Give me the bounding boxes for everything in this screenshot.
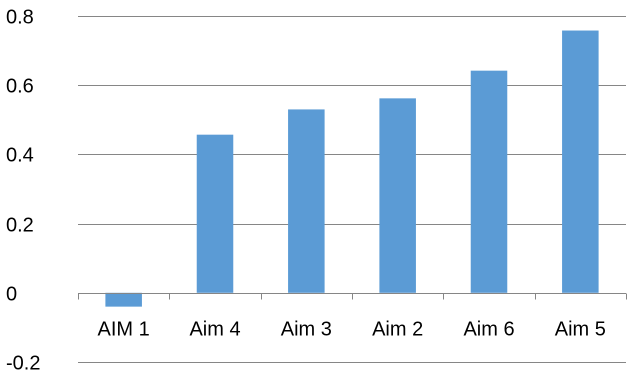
bar-aim-6 xyxy=(470,70,508,293)
bars xyxy=(105,30,599,307)
x-category-label: Aim 4 xyxy=(189,319,240,341)
y-tick-label: 0.6 xyxy=(6,76,34,98)
x-category-label: Aim 2 xyxy=(372,319,423,341)
bar-aim-3 xyxy=(288,109,325,293)
gridlines xyxy=(78,16,626,363)
y-tick-label: 0 xyxy=(6,284,17,306)
y-tick-label: -0.2 xyxy=(6,353,40,373)
y-tick-label: 0.2 xyxy=(6,215,34,237)
y-axis-tick-labels: -0.2 0 0.2 0.4 0.6 0.8 xyxy=(6,7,40,373)
bar-aim-4 xyxy=(196,134,234,293)
x-category-label: Aim 6 xyxy=(463,319,514,341)
x-category-label: AIM 1 xyxy=(98,319,150,341)
x-category-label: Aim 5 xyxy=(555,319,606,341)
x-axis xyxy=(78,293,627,300)
bar-aim-5 xyxy=(562,30,599,293)
y-tick-label: 0.8 xyxy=(6,7,34,29)
bar-aim-2 xyxy=(379,98,416,293)
x-category-label: Aim 3 xyxy=(281,319,332,341)
bar-aim-1 xyxy=(105,292,142,307)
x-axis-category-labels: AIM 1 Aim 4 Aim 3 Aim 2 Aim 6 Aim 5 xyxy=(98,319,606,341)
y-tick-label: 0.4 xyxy=(6,145,34,167)
